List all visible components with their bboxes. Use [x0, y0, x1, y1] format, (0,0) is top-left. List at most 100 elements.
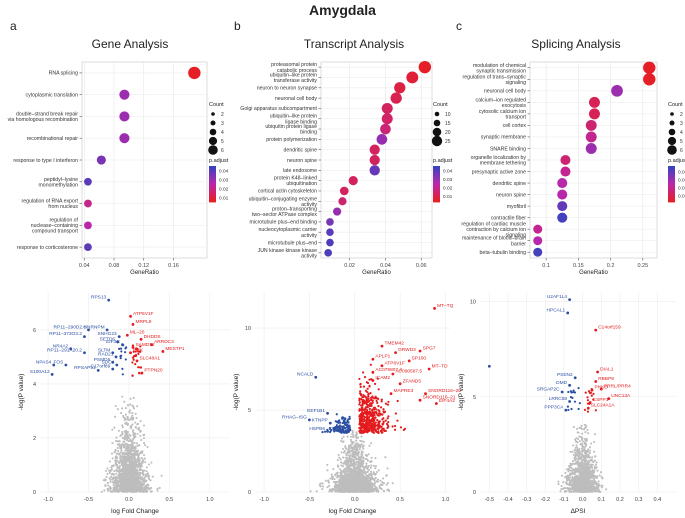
background-point [372, 464, 375, 467]
background-point [342, 487, 346, 490]
significant-up-point [365, 421, 368, 425]
background-point [114, 450, 117, 453]
background-point [109, 487, 113, 490]
significant-down-point [336, 421, 339, 424]
background-point [116, 488, 119, 491]
background-point [128, 486, 132, 489]
background-point [370, 464, 373, 467]
background-point [379, 479, 382, 482]
color-legend-swatch [209, 188, 216, 191]
term-dot [406, 71, 419, 84]
significant-up-point [369, 396, 373, 399]
term-label-line: neuron to neuron synapse [257, 86, 317, 92]
gene-label: SDC4 [102, 359, 115, 365]
background-point [131, 429, 134, 433]
background-point [345, 466, 348, 469]
significant-up-point [362, 394, 365, 397]
background-point [127, 460, 130, 463]
significant-up-point [402, 428, 405, 432]
term-label: microtubule plus–end [268, 240, 317, 246]
gene-label: PSMD5 [94, 357, 111, 363]
background-point [378, 485, 381, 488]
background-point [119, 485, 122, 488]
background-point [139, 420, 142, 423]
background-point [350, 446, 353, 449]
background-point [345, 460, 348, 463]
significant-up-point [373, 419, 376, 422]
background-point [132, 460, 135, 463]
background-point [109, 478, 112, 481]
significant-up-point [365, 408, 369, 412]
background-point [132, 416, 135, 419]
background-point [150, 486, 153, 490]
gene-point [129, 351, 132, 355]
background-point [333, 480, 337, 483]
background-point [130, 456, 133, 459]
background-point [106, 481, 109, 484]
gene-point [116, 340, 120, 344]
background-point [126, 437, 129, 440]
background-point [560, 474, 563, 477]
term-dot [326, 218, 334, 226]
background-point [368, 473, 371, 476]
background-point [340, 451, 343, 454]
background-point [386, 481, 390, 485]
background-point [560, 487, 563, 491]
significant-up-point [358, 426, 361, 430]
background-point [117, 440, 120, 443]
background-point [132, 405, 135, 408]
background-point [121, 432, 124, 435]
term-dot [376, 134, 388, 145]
significant-up-point [138, 350, 142, 353]
significant-down-point [340, 417, 344, 420]
significant-down-point [119, 347, 123, 350]
term-label-line: double–strand break repair [16, 111, 78, 117]
term-dot [119, 89, 130, 100]
background-point [136, 485, 139, 488]
background-point [139, 490, 143, 493]
significant-up-point [361, 429, 364, 432]
term-label-line: activity [301, 202, 317, 208]
x-tick-label: 0.16 [168, 263, 179, 269]
background-point [372, 471, 375, 474]
color-legend-swatch [433, 178, 440, 181]
term-label: organelle localization by membrane tether… [471, 155, 527, 167]
background-point [114, 463, 117, 466]
x-tick-label: 0.5 [396, 497, 404, 503]
background-point [126, 473, 129, 476]
gene-point [125, 333, 129, 337]
term-label: double–strand break repair via homologous… [8, 111, 79, 123]
background-point [336, 476, 339, 479]
background-point [129, 427, 133, 430]
color-legend-swatch [433, 176, 440, 179]
size-legend-dot [208, 145, 218, 155]
background-point [352, 471, 355, 474]
gene-label: RP11–290D2.6 [54, 324, 87, 330]
background-point [355, 439, 358, 442]
size-legend-label: 4 [221, 130, 224, 136]
term-label: neuronal cell body [275, 96, 318, 102]
size-legend-title: Count [668, 102, 683, 108]
term-dot [188, 66, 201, 80]
term-label-line: cytoplasmic translation [26, 92, 79, 98]
background-point [110, 452, 114, 455]
x-tick-label: 0.25 [637, 263, 648, 269]
x-axis-label: ΔPSI [571, 508, 586, 515]
significant-down-point [119, 357, 122, 360]
term-label: contractile fiber [491, 215, 526, 221]
background-point [119, 488, 122, 491]
significant-down-point [120, 350, 123, 353]
background-point [100, 490, 103, 493]
background-point [139, 430, 142, 433]
background-point [133, 458, 136, 461]
background-point [334, 474, 337, 477]
background-point [576, 427, 579, 430]
background-point [136, 432, 139, 435]
background-point [368, 444, 371, 447]
background-point [126, 483, 129, 487]
background-point [135, 442, 138, 445]
significant-up-point [391, 425, 394, 428]
background-point [121, 472, 124, 475]
